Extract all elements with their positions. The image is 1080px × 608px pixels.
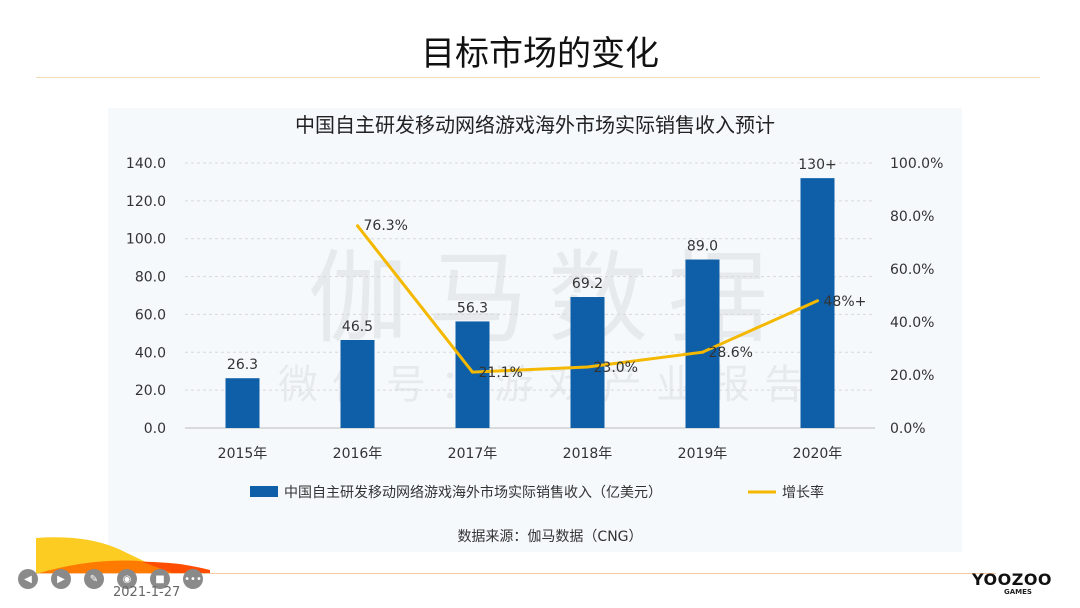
slide-title: 目标市场的变化: [421, 34, 659, 74]
growth-label: 28.6%: [709, 345, 753, 361]
x-tick: 2018年: [563, 446, 613, 462]
screenshot-icon[interactable]: ◉: [117, 569, 137, 589]
footer-divider: [36, 573, 996, 574]
title-divider: [36, 77, 1040, 78]
camera-icon[interactable]: ■: [150, 569, 170, 589]
pen-icon[interactable]: ✎: [84, 569, 104, 589]
y-right-tick: 20.0%: [890, 368, 934, 384]
legend-bar-label: 中国自主研发移动网络游戏海外市场实际销售收入（亿美元）: [284, 484, 662, 501]
bar: [570, 297, 605, 428]
growth-point: [586, 365, 589, 369]
legend-line-label: 增长率: [782, 484, 824, 501]
x-tick: 2020年: [793, 446, 843, 462]
bar-label: 130+: [798, 157, 836, 173]
y-left-tick: 40.0: [135, 345, 166, 361]
bar-label: 89.0: [687, 239, 718, 255]
play-icon[interactable]: ▶: [51, 569, 71, 589]
yoozoo-logo: YOOZOO: [972, 570, 1053, 589]
y-left-tick: 0.0: [144, 421, 166, 437]
slide-date: 2021-1-27: [113, 585, 181, 600]
bar: [225, 378, 260, 428]
presentation-toolbar: ◀ ▶ ✎ ◉ ■ •••: [18, 569, 203, 589]
growth-point: [701, 350, 704, 354]
y-left-tick: 80.0: [135, 270, 166, 286]
growth-point: [356, 224, 359, 228]
more-icon[interactable]: •••: [183, 569, 203, 589]
growth-label: 21.1%: [479, 365, 523, 381]
bar: [455, 321, 490, 428]
y-right-tick: 0.0%: [890, 421, 926, 437]
growth-label: 23.0%: [594, 360, 638, 376]
y-right-tick: 40.0%: [890, 315, 934, 331]
prev-icon[interactable]: ◀: [18, 569, 38, 589]
x-tick: 2016年: [333, 446, 383, 462]
y-left-tick: 100.0: [126, 232, 166, 248]
bar: [685, 259, 720, 428]
yoozoo-logo-sub: GAMES: [1004, 588, 1032, 596]
growth-point: [816, 299, 819, 303]
bar: [340, 339, 375, 428]
y-right-tick: 60.0%: [890, 262, 934, 278]
y-right-tick: 80.0%: [890, 209, 934, 225]
chart-panel: 伽马数据 微信号：游戏产业报告 中国自主研发移动网络游戏海外市场实际销售收入预计 0.…: [108, 108, 962, 552]
growth-label: 48%+: [824, 294, 867, 310]
x-tick: 2017年: [448, 446, 498, 462]
legend-bar-swatch: [250, 486, 278, 497]
chart-source: 数据来源：伽马数据（CNG）: [457, 529, 642, 545]
bar-label: 69.2: [572, 276, 603, 292]
decorative-waves: [36, 537, 210, 574]
y-left-tick: 20.0: [135, 383, 166, 399]
x-tick: 2015年: [218, 446, 268, 462]
y-right-tick: 100.0%: [890, 156, 943, 172]
growth-label: 76.3%: [364, 218, 408, 234]
growth-point: [471, 370, 474, 374]
chart: 伽马数据微信号：游戏产业报告中国自主研发移动网络游戏海外市场实际销售收入预计0.…: [126, 113, 943, 545]
bar: [800, 178, 835, 428]
y-left-tick: 60.0: [135, 307, 166, 323]
bar-label: 56.3: [457, 300, 488, 316]
bar-label: 26.3: [227, 357, 258, 373]
y-left-tick: 140.0: [126, 156, 166, 172]
y-left-tick: 120.0: [126, 194, 166, 210]
x-tick: 2019年: [678, 446, 728, 462]
bar-label: 46.5: [342, 319, 373, 335]
chart-title: 中国自主研发移动网络游戏海外市场实际销售收入预计: [295, 113, 775, 137]
